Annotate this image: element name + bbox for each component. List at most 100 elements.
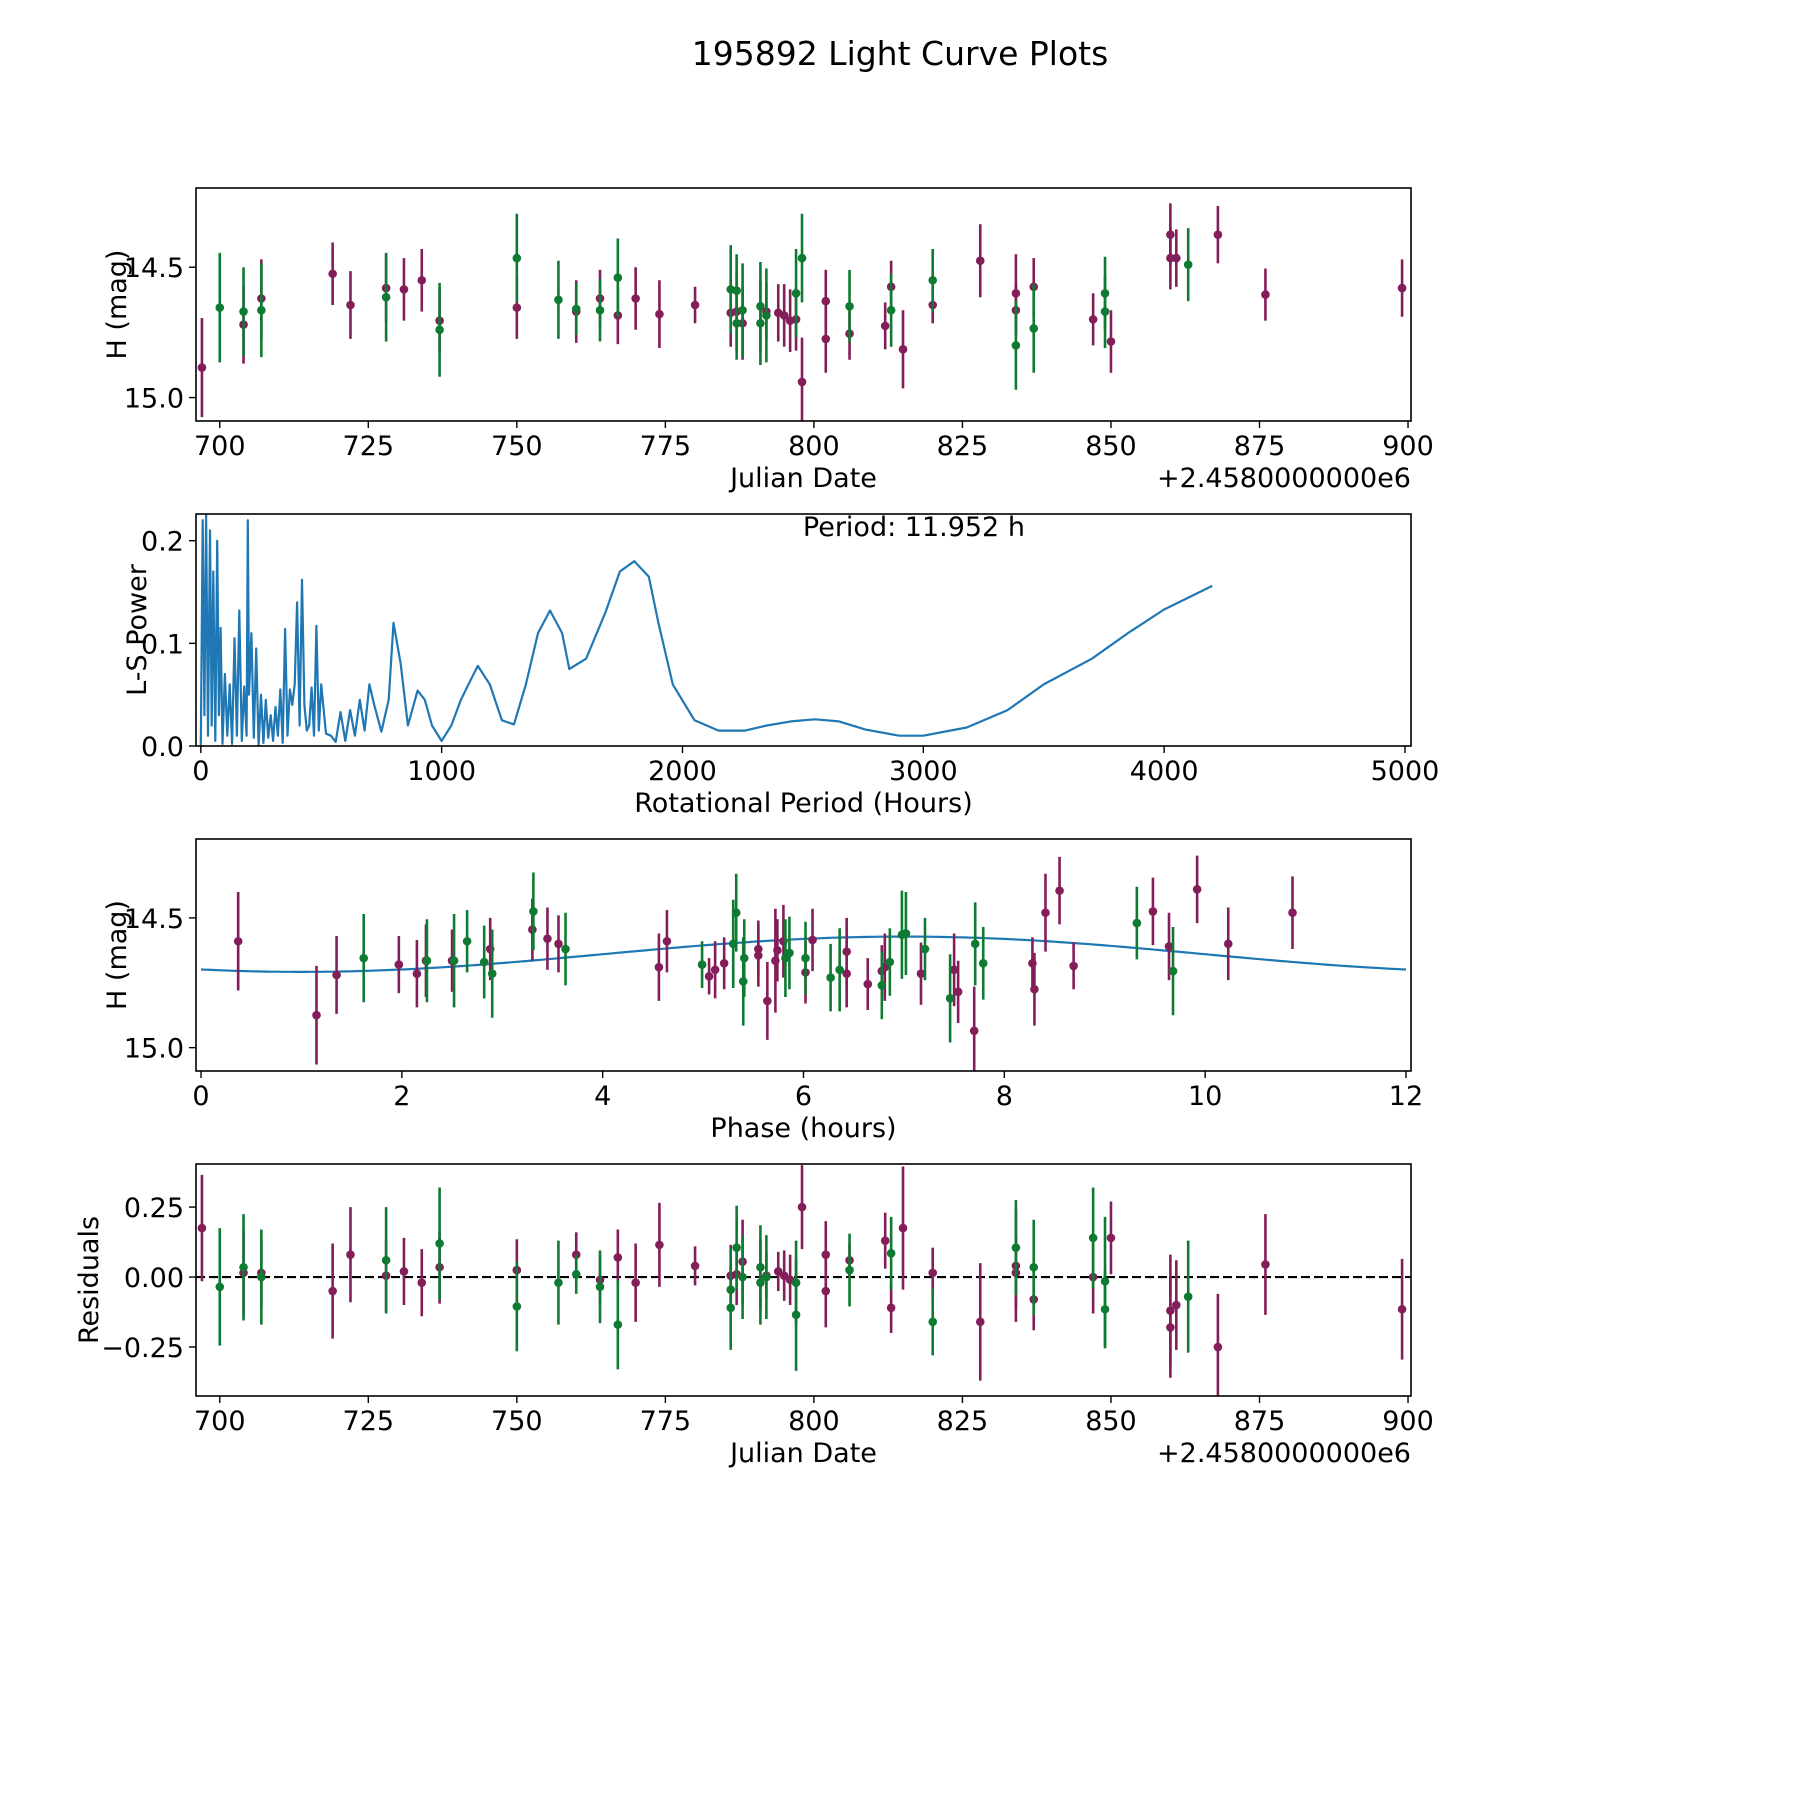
marker [554, 939, 563, 949]
data-point [928, 1288, 938, 1356]
marker [394, 960, 404, 969]
marker [953, 987, 963, 997]
data-point [422, 919, 432, 1003]
data-point [328, 242, 337, 306]
marker [239, 307, 248, 316]
data-point [1100, 256, 1110, 330]
marker [690, 1261, 700, 1271]
data-point [826, 943, 835, 1012]
marker [479, 957, 489, 967]
data-point [257, 263, 266, 358]
data-point [898, 1166, 908, 1290]
x-tick-label: 0 [192, 756, 209, 787]
marker [826, 973, 835, 982]
y-tick-label: 0.00 [124, 1263, 184, 1294]
marker [845, 1265, 854, 1275]
data-point [886, 1282, 896, 1334]
data-point [877, 951, 887, 1020]
data-point [791, 1258, 801, 1371]
x-tick-label: 850 [1085, 1406, 1137, 1437]
data-point [215, 252, 225, 363]
marker [928, 1317, 938, 1327]
marker [842, 969, 851, 978]
marker [901, 929, 911, 938]
data-point [328, 1243, 337, 1339]
marker [412, 969, 422, 978]
y-tick-label: 0.2 [141, 527, 184, 558]
marker [1148, 907, 1158, 916]
plot-area [199, 514, 1213, 746]
data-point [595, 278, 605, 342]
data-point [732, 1205, 741, 1290]
data-point [613, 1279, 623, 1370]
x-tick-label: 8 [996, 1081, 1013, 1112]
data-point [975, 1263, 985, 1381]
x-tick-label: 4 [594, 1081, 611, 1112]
marker [233, 936, 243, 946]
marker [1168, 966, 1178, 976]
data-point [1100, 1270, 1110, 1349]
data-point [449, 913, 459, 1008]
marker [631, 294, 640, 303]
marker [1223, 939, 1233, 949]
data-point [1055, 856, 1064, 925]
data-point [791, 248, 801, 338]
series-magenta [197, 1165, 1407, 1396]
x-tick-label: 725 [343, 1406, 395, 1437]
marker [487, 969, 497, 978]
marker [785, 948, 794, 958]
marker [215, 303, 225, 312]
marker [928, 1268, 938, 1278]
marker [554, 1278, 563, 1287]
marker [359, 953, 368, 963]
marker [512, 303, 522, 312]
data-point [885, 928, 895, 996]
marker [1132, 918, 1142, 928]
data-point [845, 1233, 854, 1307]
marker [1261, 1260, 1270, 1269]
y-tick-label: 0.1 [141, 629, 184, 660]
data-point [417, 248, 427, 312]
data-point [1166, 1277, 1175, 1378]
data-point [1261, 268, 1270, 321]
data-point [978, 926, 988, 1000]
data-point [462, 910, 472, 973]
data-point [945, 954, 955, 1043]
model-fit-curve [200, 935, 1407, 973]
data-point [613, 1229, 623, 1286]
marker [1055, 886, 1064, 895]
data-point [487, 929, 497, 1018]
data-point [197, 1174, 207, 1282]
y-axis-label: Residuals [74, 1216, 105, 1344]
y-tick-label: 15.0 [124, 1034, 184, 1065]
data-point [821, 269, 831, 333]
marker [613, 1320, 623, 1329]
marker [898, 345, 908, 354]
data-point [239, 267, 248, 356]
x-tick-label: 875 [1234, 431, 1286, 462]
marker [346, 1250, 355, 1259]
marker [762, 311, 771, 320]
data-point [969, 986, 979, 1071]
data-point [1166, 203, 1175, 266]
data-point [654, 933, 664, 1001]
data-point [762, 1235, 771, 1320]
data-point [529, 872, 538, 951]
marker [662, 936, 672, 946]
data-point [704, 958, 714, 995]
data-point [690, 286, 700, 324]
marker [970, 939, 980, 949]
marker [571, 1269, 581, 1279]
marker [969, 1026, 979, 1036]
marker [257, 305, 266, 315]
marker [1397, 283, 1407, 293]
x-tick-label: 725 [343, 431, 395, 462]
marker [1029, 1262, 1039, 1272]
data-point [898, 310, 908, 389]
data-point [953, 960, 963, 1023]
marker [1011, 341, 1021, 350]
data-point [928, 248, 938, 312]
marker [595, 305, 605, 315]
x-tick-label: 2 [393, 1081, 410, 1112]
marker [239, 1262, 248, 1272]
